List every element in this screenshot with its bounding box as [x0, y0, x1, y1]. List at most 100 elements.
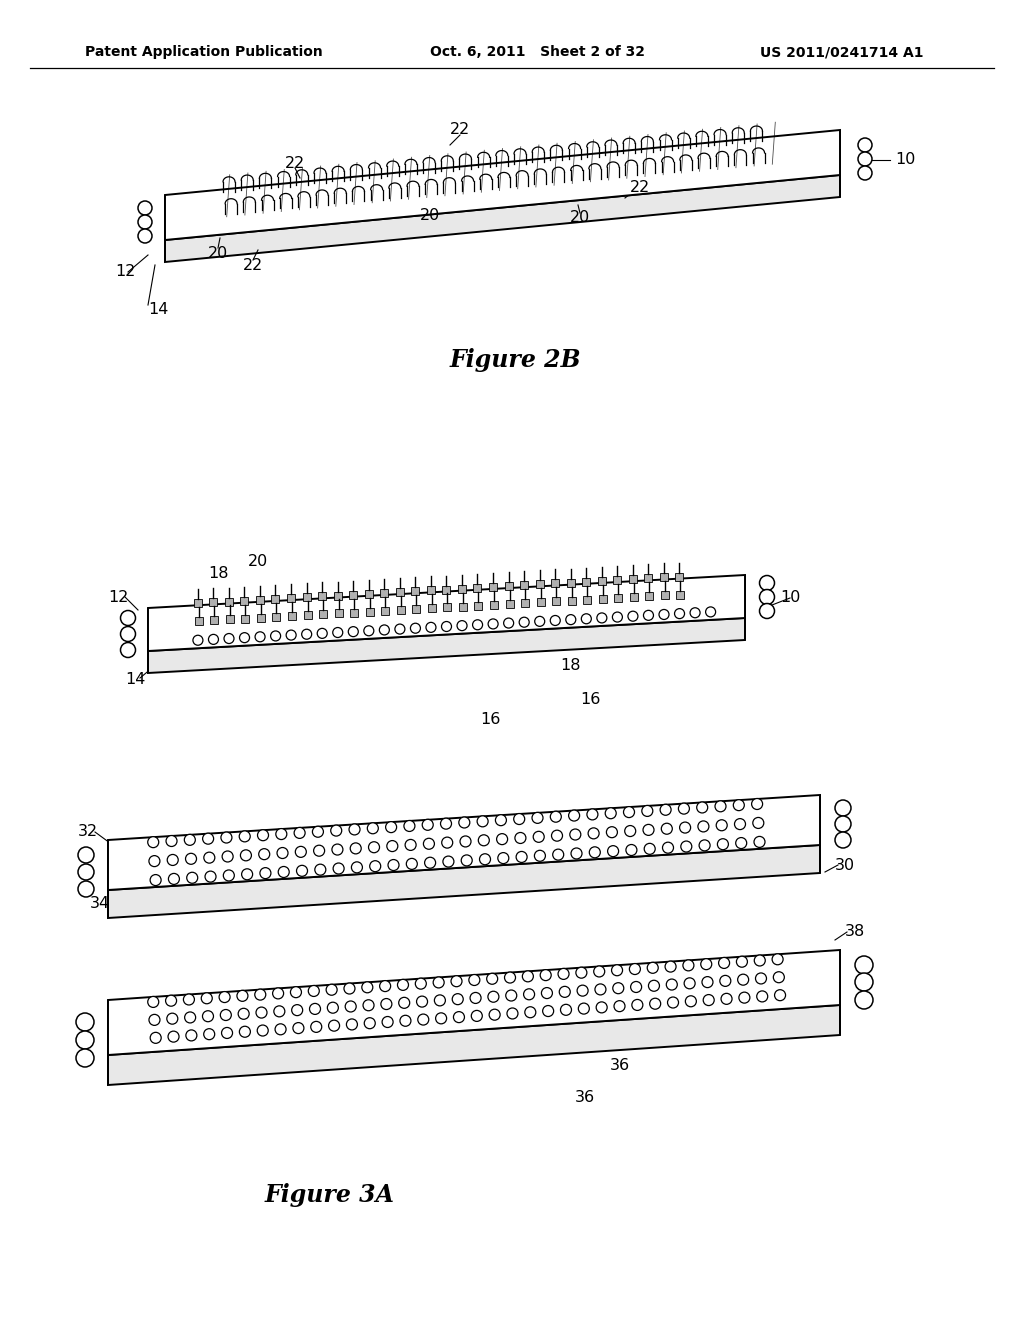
- Circle shape: [607, 846, 618, 857]
- Polygon shape: [302, 593, 310, 601]
- Circle shape: [361, 982, 373, 993]
- Text: 18: 18: [560, 657, 581, 672]
- Polygon shape: [660, 591, 669, 599]
- Polygon shape: [552, 598, 560, 606]
- Circle shape: [453, 994, 463, 1005]
- Polygon shape: [226, 615, 233, 623]
- Circle shape: [611, 965, 623, 975]
- Circle shape: [166, 995, 176, 1006]
- Circle shape: [255, 989, 266, 1001]
- Circle shape: [550, 615, 560, 626]
- Polygon shape: [473, 583, 481, 591]
- Circle shape: [441, 622, 452, 631]
- Polygon shape: [334, 591, 342, 599]
- Polygon shape: [256, 595, 264, 603]
- Circle shape: [715, 801, 726, 812]
- Circle shape: [606, 826, 617, 838]
- Circle shape: [240, 830, 250, 842]
- Polygon shape: [459, 603, 467, 611]
- Text: 16: 16: [300, 652, 321, 668]
- Circle shape: [774, 990, 785, 1001]
- Polygon shape: [428, 605, 436, 612]
- Circle shape: [382, 1016, 393, 1027]
- Circle shape: [470, 993, 481, 1003]
- Circle shape: [326, 985, 337, 995]
- Circle shape: [329, 1020, 340, 1031]
- Text: 36: 36: [610, 1057, 630, 1072]
- Circle shape: [317, 628, 328, 639]
- Circle shape: [411, 623, 421, 634]
- Circle shape: [631, 982, 642, 993]
- Circle shape: [578, 985, 588, 997]
- Circle shape: [400, 1015, 411, 1026]
- Circle shape: [279, 866, 289, 878]
- Circle shape: [397, 979, 409, 990]
- Circle shape: [403, 821, 415, 832]
- Text: 36: 36: [200, 841, 220, 855]
- Text: 18: 18: [160, 630, 180, 644]
- Text: 22: 22: [450, 123, 470, 137]
- Polygon shape: [148, 618, 745, 673]
- Circle shape: [451, 975, 462, 987]
- Circle shape: [626, 845, 637, 855]
- Polygon shape: [242, 615, 250, 623]
- Circle shape: [423, 838, 434, 849]
- Circle shape: [855, 991, 873, 1008]
- Circle shape: [488, 619, 498, 628]
- Circle shape: [575, 968, 587, 978]
- Circle shape: [344, 983, 355, 994]
- Circle shape: [736, 956, 748, 968]
- Polygon shape: [599, 595, 607, 603]
- Circle shape: [370, 861, 381, 871]
- Circle shape: [625, 825, 636, 837]
- Circle shape: [219, 991, 230, 1003]
- Circle shape: [498, 853, 509, 863]
- Circle shape: [203, 833, 214, 845]
- Circle shape: [270, 631, 281, 642]
- Circle shape: [350, 843, 361, 854]
- Circle shape: [753, 817, 764, 829]
- Circle shape: [388, 859, 399, 871]
- Circle shape: [522, 970, 534, 982]
- Circle shape: [679, 803, 689, 814]
- Polygon shape: [350, 609, 358, 616]
- Polygon shape: [458, 585, 466, 593]
- Polygon shape: [566, 578, 574, 586]
- Circle shape: [706, 607, 716, 616]
- Circle shape: [605, 808, 616, 818]
- Circle shape: [259, 849, 269, 859]
- Circle shape: [193, 635, 203, 645]
- Circle shape: [369, 842, 380, 853]
- Circle shape: [78, 880, 94, 898]
- Circle shape: [683, 960, 694, 972]
- Circle shape: [297, 866, 307, 876]
- Circle shape: [168, 874, 179, 884]
- Polygon shape: [583, 578, 590, 586]
- Circle shape: [454, 1011, 465, 1023]
- Polygon shape: [506, 601, 513, 609]
- Polygon shape: [303, 611, 311, 619]
- Circle shape: [204, 1028, 215, 1040]
- Text: 36: 36: [570, 813, 590, 828]
- Text: 16: 16: [340, 610, 360, 626]
- Polygon shape: [474, 602, 482, 610]
- Polygon shape: [598, 577, 606, 585]
- Circle shape: [755, 954, 765, 966]
- Text: 12: 12: [108, 590, 128, 605]
- Circle shape: [667, 979, 677, 990]
- Text: 16: 16: [370, 867, 390, 883]
- Circle shape: [624, 807, 635, 817]
- Circle shape: [505, 972, 515, 983]
- Circle shape: [649, 998, 660, 1010]
- Circle shape: [684, 978, 695, 989]
- Circle shape: [662, 824, 673, 834]
- Circle shape: [242, 869, 253, 880]
- Circle shape: [535, 850, 546, 861]
- Circle shape: [349, 824, 360, 836]
- Circle shape: [534, 832, 544, 842]
- Circle shape: [587, 809, 598, 820]
- Circle shape: [757, 991, 768, 1002]
- Circle shape: [739, 993, 750, 1003]
- Circle shape: [368, 822, 378, 834]
- Polygon shape: [349, 590, 357, 599]
